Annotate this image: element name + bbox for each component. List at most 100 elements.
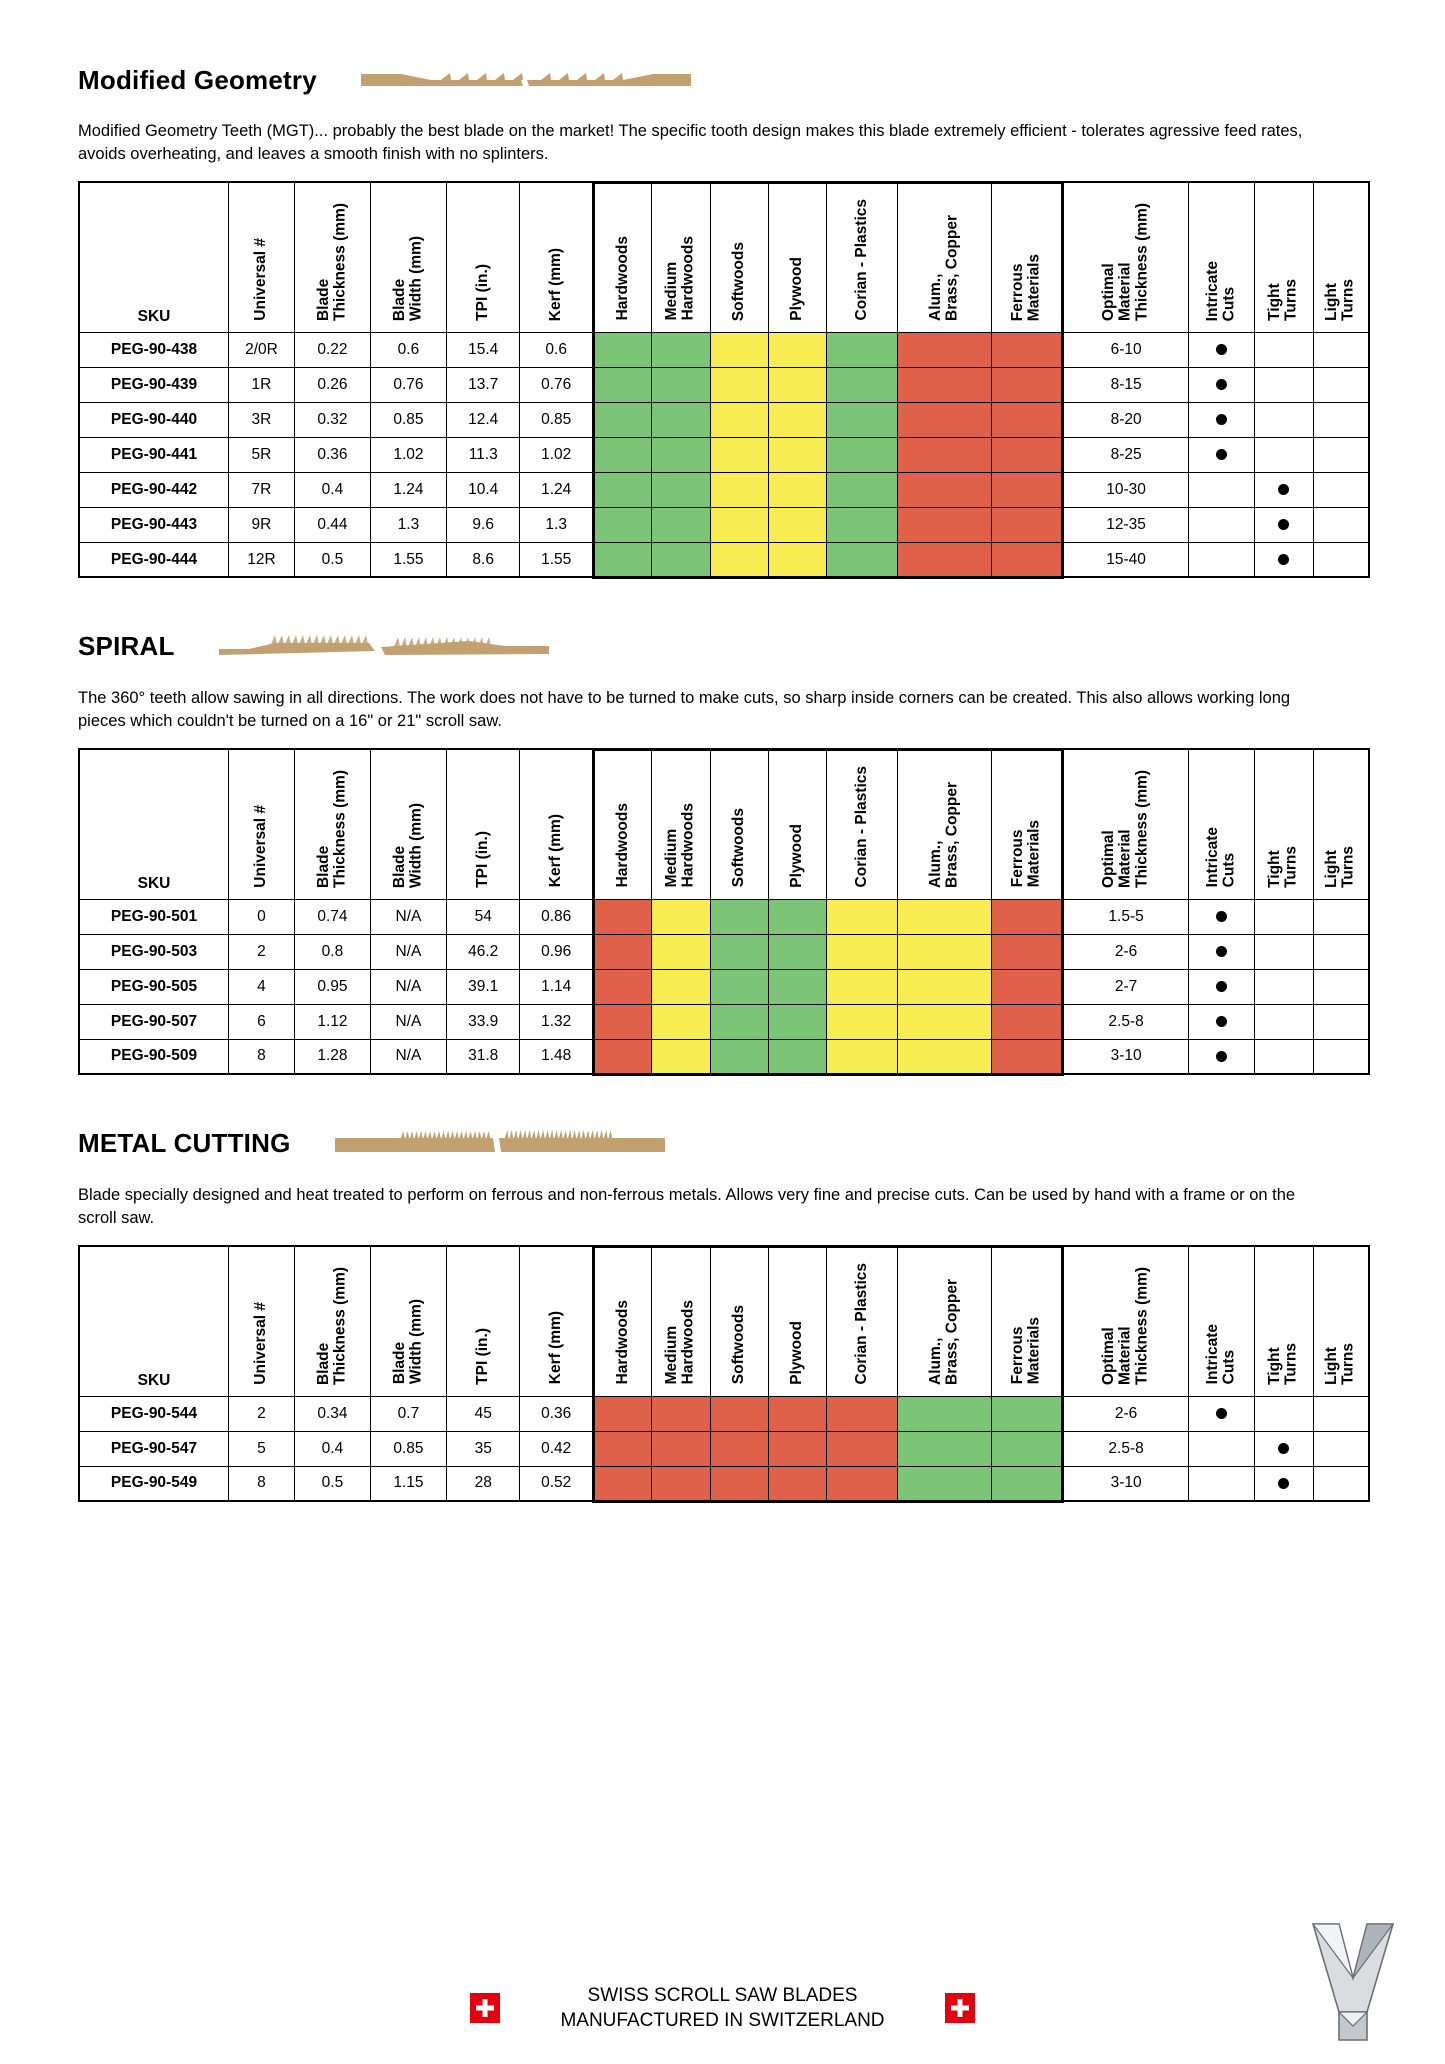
cell-material-ferrous: [990, 436, 1064, 473]
cell-tpi: 9.6: [445, 506, 521, 543]
table-row: PEG-90-501 0 0.74 N/A 54 0.86 1.5-5: [78, 898, 1370, 935]
cell-optimal-thickness: 1.5-5: [1061, 898, 1190, 935]
cell-universal: 1R: [228, 366, 295, 403]
cell-tight-marker: [1254, 436, 1314, 473]
cell-material-alum: [897, 471, 992, 508]
col-header-light: Light Turns: [1312, 181, 1370, 333]
cell-material-ferrous: [990, 401, 1064, 438]
cell-thickness: 0.95: [293, 968, 371, 1005]
cell-intricate-marker: [1188, 401, 1256, 438]
cell-material-medium-hardwoods: [651, 1003, 711, 1040]
cell-tpi: 11.3: [445, 436, 521, 473]
cell-intricate-marker: [1188, 1003, 1256, 1040]
cell-material-softwoods: [709, 1465, 769, 1503]
cell-material-corian: [826, 541, 899, 579]
section-header: METAL CUTTING: [78, 1120, 1373, 1168]
cell-material-softwoods: [709, 506, 769, 543]
cell-sku: PEG-90-440: [78, 401, 230, 438]
cell-tight-marker: [1254, 366, 1314, 403]
cell-intricate-marker: [1188, 471, 1256, 508]
cell-material-hardwoods: [591, 1395, 653, 1432]
cell-tpi: 35: [445, 1430, 521, 1467]
cell-sku: PEG-90-439: [78, 366, 230, 403]
col-header-kerf: Kerf (mm): [519, 748, 594, 900]
cell-material-ferrous: [990, 331, 1064, 368]
cell-tpi: 46.2: [445, 933, 521, 970]
cell-tight-marker: [1254, 1038, 1314, 1075]
cell-width: 1.55: [369, 541, 447, 578]
cell-width: 0.76: [369, 366, 447, 403]
cell-width: 0.85: [369, 1430, 447, 1467]
blade-table-3: SKU Universal # Blade Thickness (mm) Blade …: [78, 1244, 1370, 1503]
table-row: PEG-90-547 5 0.4 0.85 35 0.42 2.5-8: [78, 1430, 1370, 1467]
cell-tpi: 13.7: [445, 366, 521, 403]
section-description: Modified Geometry Teeth (MGT)... probabl…: [78, 122, 1303, 164]
cell-thickness: 0.44: [293, 506, 371, 543]
filled-dot-icon: [1278, 1474, 1289, 1491]
cell-optimal-thickness: 10-30: [1061, 471, 1190, 508]
cell-material-plywood: [767, 436, 828, 473]
cell-material-softwoods: [709, 541, 769, 579]
blade-table-2: SKU Universal # Blade Thickness (mm) Blade …: [78, 747, 1370, 1076]
cell-material-ferrous: [990, 1465, 1064, 1503]
cell-optimal-thickness: 6-10: [1061, 331, 1190, 368]
cell-material-hardwoods: [591, 331, 653, 368]
blade-illustration: [334, 1124, 665, 1164]
cell-material-corian: [826, 968, 899, 1005]
cell-tight-marker: [1254, 968, 1314, 1005]
cell-material-corian: [826, 401, 899, 438]
col-header-plywood: Plywood: [767, 1244, 828, 1397]
cell-intricate-marker: [1188, 541, 1256, 578]
cell-light-marker: [1312, 436, 1370, 473]
col-header-plywood: Plywood: [767, 747, 828, 900]
cell-material-softwoods: [709, 1038, 769, 1076]
section-header: SPIRAL: [78, 623, 1373, 671]
filled-dot-icon: [1216, 411, 1227, 428]
cell-kerf: 1.55: [519, 541, 594, 578]
cell-tpi: 10.4: [445, 471, 521, 508]
cell-material-hardwoods: [591, 1003, 653, 1040]
filled-dot-icon: [1216, 978, 1227, 995]
cell-kerf: 1.48: [519, 1038, 594, 1075]
cell-material-alum: [897, 401, 992, 438]
cell-intricate-marker: [1188, 968, 1256, 1005]
col-header-softwoods: Softwoods: [709, 747, 769, 900]
col-header-hardwoods: Hardwoods: [591, 180, 653, 333]
cell-thickness: 0.4: [293, 471, 371, 508]
cell-intricate-marker: [1188, 1430, 1256, 1467]
cell-tight-marker: [1254, 1395, 1314, 1432]
cell-kerf: 1.02: [519, 436, 594, 473]
cell-optimal-thickness: 2.5-8: [1061, 1430, 1190, 1467]
cell-kerf: 0.36: [519, 1395, 594, 1432]
cell-thickness: 0.34: [293, 1395, 371, 1432]
col-header-softwoods: Softwoods: [709, 1244, 769, 1397]
cell-universal: 7R: [228, 471, 295, 508]
cell-optimal-thickness: 3-10: [1061, 1465, 1190, 1502]
cell-material-alum: [897, 1003, 992, 1040]
filled-dot-icon: [1216, 1047, 1227, 1064]
cell-material-alum: [897, 1430, 992, 1467]
cell-material-plywood: [767, 1003, 828, 1040]
cell-thickness: 0.5: [293, 541, 371, 578]
cell-material-corian: [826, 898, 899, 935]
cell-material-ferrous: [990, 1003, 1064, 1040]
cell-material-medium-hardwoods: [651, 436, 711, 473]
filled-dot-icon: [1278, 516, 1289, 533]
cell-tpi: 12.4: [445, 401, 521, 438]
filled-dot-icon: [1278, 481, 1289, 498]
cell-universal: 9R: [228, 506, 295, 543]
table-row: PEG-90-439 1R 0.26 0.76 13.7 0.76 8-15: [78, 366, 1370, 403]
col-header-optimal: Optimal Material Thickness (mm): [1061, 1245, 1190, 1397]
cell-optimal-thickness: 8-15: [1061, 366, 1190, 403]
cell-width: N/A: [369, 1038, 447, 1075]
cell-width: N/A: [369, 933, 447, 970]
cell-width: 1.24: [369, 471, 447, 508]
cell-light-marker: [1312, 331, 1370, 368]
section-title: Modified Geometry: [78, 64, 317, 95]
cell-material-corian: [826, 331, 899, 368]
cell-material-plywood: [767, 366, 828, 403]
cell-thickness: 1.12: [293, 1003, 371, 1040]
cell-material-plywood: [767, 933, 828, 970]
col-header-intricate: Intricate Cuts: [1188, 1245, 1256, 1397]
cell-sku: PEG-90-507: [78, 1003, 230, 1040]
